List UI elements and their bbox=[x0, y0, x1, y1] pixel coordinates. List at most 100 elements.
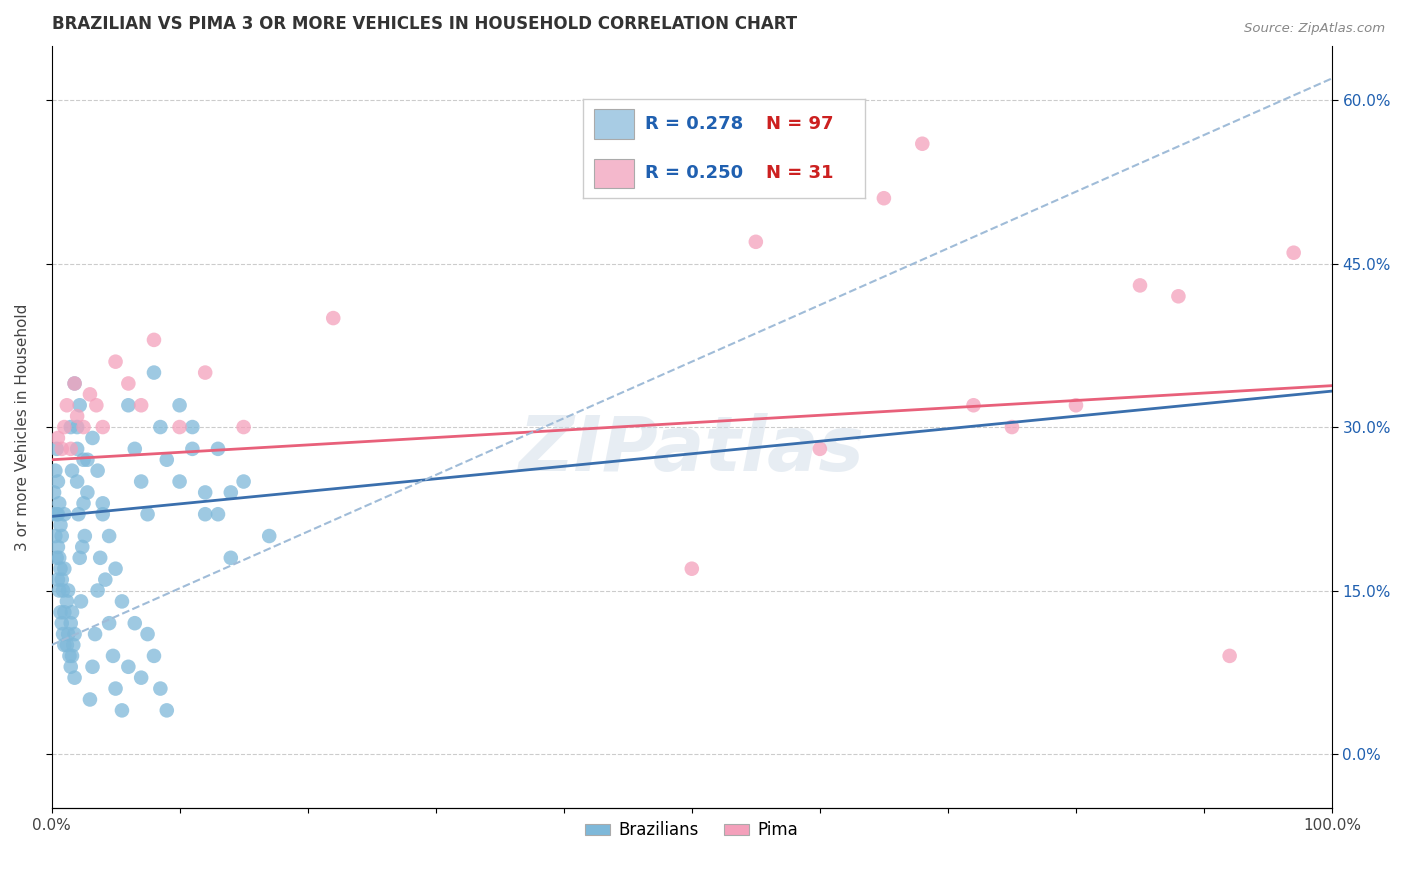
Point bbox=[62, 638, 84, 652]
Point bbox=[44, 464, 66, 478]
Point bbox=[86, 583, 108, 598]
Point bbox=[69, 398, 91, 412]
Point bbox=[101, 648, 124, 663]
Point bbox=[219, 485, 242, 500]
Point bbox=[169, 420, 191, 434]
Point bbox=[156, 452, 179, 467]
Text: ZIPatlas: ZIPatlas bbox=[519, 413, 865, 487]
Point bbox=[111, 703, 134, 717]
Point bbox=[143, 366, 166, 380]
Point bbox=[66, 475, 89, 489]
Point bbox=[56, 594, 79, 608]
Text: Source: ZipAtlas.com: Source: ZipAtlas.com bbox=[1244, 22, 1385, 36]
Point bbox=[76, 452, 98, 467]
Point bbox=[82, 431, 104, 445]
Point bbox=[46, 475, 69, 489]
Point bbox=[1282, 245, 1305, 260]
Point bbox=[181, 442, 204, 456]
Point bbox=[129, 671, 152, 685]
Point bbox=[49, 605, 72, 619]
Point bbox=[129, 398, 152, 412]
Point bbox=[59, 660, 82, 674]
Point bbox=[136, 507, 159, 521]
Point bbox=[86, 398, 108, 412]
Point bbox=[72, 496, 94, 510]
Y-axis label: 3 or more Vehicles in Household: 3 or more Vehicles in Household bbox=[15, 303, 30, 550]
Point bbox=[73, 529, 96, 543]
Point bbox=[124, 442, 146, 456]
Point bbox=[219, 550, 242, 565]
Point bbox=[1167, 289, 1189, 303]
Point bbox=[322, 311, 344, 326]
Point bbox=[117, 398, 139, 412]
Point bbox=[84, 627, 107, 641]
Legend: Brazilians, Pima: Brazilians, Pima bbox=[579, 814, 804, 846]
Point bbox=[136, 627, 159, 641]
Point bbox=[82, 660, 104, 674]
Point bbox=[681, 562, 703, 576]
Point bbox=[58, 648, 80, 663]
Point bbox=[91, 507, 114, 521]
Point bbox=[42, 485, 65, 500]
Point bbox=[49, 518, 72, 533]
Point bbox=[72, 540, 94, 554]
Point bbox=[98, 529, 121, 543]
Point bbox=[129, 475, 152, 489]
Point bbox=[53, 420, 76, 434]
Point bbox=[53, 562, 76, 576]
Point bbox=[194, 366, 217, 380]
Point bbox=[66, 442, 89, 456]
Point bbox=[69, 550, 91, 565]
Point bbox=[60, 648, 83, 663]
Point bbox=[169, 398, 191, 412]
Point bbox=[111, 594, 134, 608]
Point bbox=[207, 507, 229, 521]
Point bbox=[232, 420, 254, 434]
Point bbox=[104, 562, 127, 576]
Point bbox=[143, 333, 166, 347]
Point bbox=[56, 583, 79, 598]
Point bbox=[59, 420, 82, 434]
Point bbox=[808, 442, 831, 456]
Point bbox=[143, 648, 166, 663]
Point bbox=[207, 442, 229, 456]
Point bbox=[91, 420, 114, 434]
Text: BRAZILIAN VS PIMA 3 OR MORE VEHICLES IN HOUSEHOLD CORRELATION CHART: BRAZILIAN VS PIMA 3 OR MORE VEHICLES IN … bbox=[52, 15, 797, 33]
Point bbox=[56, 627, 79, 641]
Point bbox=[46, 507, 69, 521]
Point bbox=[59, 442, 82, 456]
Point bbox=[51, 616, 73, 631]
Point bbox=[149, 681, 172, 696]
Point bbox=[79, 692, 101, 706]
Point bbox=[63, 627, 86, 641]
Point bbox=[63, 376, 86, 391]
Point bbox=[45, 442, 67, 456]
Point bbox=[45, 507, 67, 521]
Point bbox=[48, 583, 70, 598]
Point bbox=[89, 550, 111, 565]
Point bbox=[51, 573, 73, 587]
Point bbox=[53, 638, 76, 652]
Point bbox=[66, 420, 89, 434]
Point bbox=[156, 703, 179, 717]
Point bbox=[1064, 398, 1087, 412]
Point bbox=[91, 496, 114, 510]
Point bbox=[59, 616, 82, 631]
Point bbox=[60, 464, 83, 478]
Point bbox=[46, 431, 69, 445]
Point bbox=[1129, 278, 1152, 293]
Point bbox=[49, 562, 72, 576]
Point bbox=[194, 507, 217, 521]
Point bbox=[56, 638, 79, 652]
Point bbox=[48, 550, 70, 565]
Point bbox=[46, 573, 69, 587]
Point bbox=[52, 627, 75, 641]
Point bbox=[46, 540, 69, 554]
Point bbox=[60, 605, 83, 619]
Point bbox=[66, 409, 89, 424]
Point bbox=[63, 671, 86, 685]
Point bbox=[257, 529, 280, 543]
Point bbox=[53, 507, 76, 521]
Point bbox=[104, 681, 127, 696]
Point bbox=[42, 507, 65, 521]
